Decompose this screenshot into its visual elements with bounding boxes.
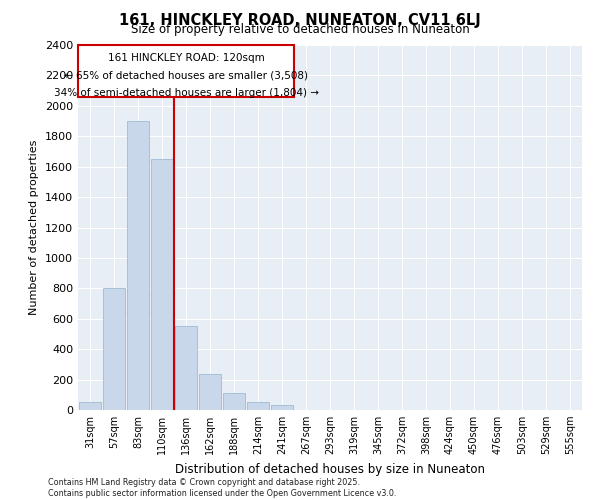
Text: Contains HM Land Registry data © Crown copyright and database right 2025.
Contai: Contains HM Land Registry data © Crown c… [48, 478, 397, 498]
Bar [175, 326, 197, 410]
Bar [247, 402, 269, 410]
Y-axis label: Number of detached properties: Number of detached properties [29, 140, 40, 315]
Bar [127, 121, 149, 410]
Bar [223, 394, 245, 410]
Text: Size of property relative to detached houses in Nuneaton: Size of property relative to detached ho… [131, 22, 469, 36]
Bar [151, 159, 173, 410]
X-axis label: Distribution of detached houses by size in Nuneaton: Distribution of detached houses by size … [175, 462, 485, 475]
Text: 34% of semi-detached houses are larger (1,804) →: 34% of semi-detached houses are larger (… [53, 88, 319, 99]
Text: 161 HINCKLEY ROAD: 120sqm: 161 HINCKLEY ROAD: 120sqm [107, 54, 265, 64]
Bar [103, 288, 125, 410]
Bar [199, 374, 221, 410]
Text: ← 65% of detached houses are smaller (3,508): ← 65% of detached houses are smaller (3,… [64, 71, 308, 81]
Text: 161, HINCKLEY ROAD, NUNEATON, CV11 6LJ: 161, HINCKLEY ROAD, NUNEATON, CV11 6LJ [119, 12, 481, 28]
Bar [271, 406, 293, 410]
Bar [79, 402, 101, 410]
FancyBboxPatch shape [78, 45, 294, 96]
